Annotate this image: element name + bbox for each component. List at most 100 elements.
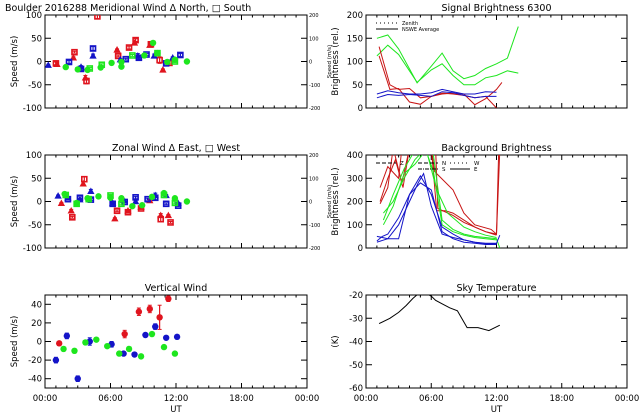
series-line-blue-2 — [376, 91, 497, 99]
legend-label: Z — [400, 161, 404, 167]
data-point-west-green — [160, 191, 168, 199]
panel-skytemp: Sky Temperature 00:00 06:00 12:00 18:00 00:00… — [331, 283, 639, 415]
data-point-west-green — [171, 199, 179, 207]
data-point-green — [116, 350, 123, 357]
data-point-east-green — [148, 193, 156, 201]
data-point-west-blue — [76, 194, 84, 202]
data-point-blue — [131, 351, 138, 358]
legend-label: N — [442, 161, 446, 167]
data-point-south-blue — [65, 58, 73, 66]
plot-frame — [365, 294, 628, 389]
y-tick-label: 0 — [37, 338, 42, 348]
data-point-north-green — [164, 58, 171, 66]
data-point-south-blue — [122, 55, 130, 63]
legend-label: E — [474, 167, 478, 173]
data-point-east-red — [164, 211, 173, 219]
x-tick-label: 00:00 — [33, 394, 58, 404]
y-tick-label: -100 — [23, 244, 42, 254]
data-point-north-green — [118, 58, 125, 66]
x-tick-label: 12:00 — [484, 394, 509, 404]
y2-tick-label: -100 — [309, 223, 320, 229]
plot-area — [54, 175, 191, 226]
y2-tick-label: 200 — [309, 13, 319, 19]
data-point-north-green — [108, 59, 115, 67]
data-point-red — [55, 340, 63, 347]
data-point-blue — [142, 331, 149, 339]
chart-title: Vertical Wind — [145, 283, 207, 294]
data-point-south-red — [83, 77, 90, 85]
x-tick-label: 18:00 — [550, 394, 575, 404]
x-tick-label: 06:00 — [98, 394, 123, 404]
y-tick-label: -20 — [349, 291, 363, 301]
data-point-green — [160, 343, 168, 351]
y2-axis-label: Speed (m/s) — [327, 185, 333, 218]
y-tick-label: 300 — [347, 174, 363, 184]
data-point-east-green — [95, 193, 102, 200]
y2-tick-label: 100 — [309, 176, 319, 182]
data-point-north-green — [62, 63, 69, 71]
x-axis-label: UT — [491, 405, 503, 415]
data-point-south-green — [129, 52, 136, 59]
data-point-south-red — [132, 36, 139, 44]
panel-vertical: Vertical Wind 00:00 06:00 12:00 18:00 00:00 UT… — [10, 283, 319, 415]
data-point-south-blue — [89, 45, 97, 52]
y-tick-label: 0 — [358, 104, 363, 114]
data-point-green — [125, 345, 133, 353]
x-axis-label: UT — [170, 405, 182, 415]
y-tick-label: 200 — [347, 198, 363, 208]
series-line-blue-1 — [376, 88, 497, 95]
data-point-west-red — [81, 175, 88, 183]
panel-background: Background Brightness 0 100 200 300 400 Bright… — [331, 143, 628, 254]
y-tick-label: 150 — [347, 34, 363, 44]
data-point-west-red — [124, 208, 132, 216]
chart-title: Signal Brightness 6300 — [441, 3, 551, 14]
data-point-south-red — [125, 44, 133, 51]
data-point-green — [137, 353, 145, 360]
data-point-west-red — [113, 207, 121, 215]
y-tick-label: -50 — [28, 221, 42, 231]
data-point-west-red — [167, 219, 174, 226]
data-point-blue — [173, 333, 181, 341]
x-tick-label: 00:00 — [615, 394, 640, 404]
y-tick-label: 400 — [347, 151, 363, 161]
y-tick-label: 100 — [347, 58, 363, 68]
y-axis-label: Speed (m/s) — [10, 36, 20, 88]
y-tick-label: 100 — [26, 11, 42, 21]
data-point-blue — [63, 332, 71, 340]
y-tick-label: 50 — [352, 81, 363, 91]
y-tick-label: 50 — [31, 174, 42, 184]
data-point-south-green — [86, 65, 94, 72]
legend-label: S — [442, 167, 446, 173]
plot-area — [52, 295, 181, 382]
data-point-east-red — [67, 206, 75, 214]
data-point-east-green — [118, 195, 125, 202]
data-point-west-blue — [162, 200, 170, 208]
y-tick-label: 100 — [26, 151, 42, 161]
data-point-north-green — [74, 66, 81, 73]
data-point-east-green — [183, 198, 191, 205]
y2-tick-label: -100 — [309, 83, 320, 89]
data-point-west-blue — [132, 194, 139, 201]
chart-title: Sky Temperature — [456, 283, 536, 294]
data-point-east-green — [138, 202, 146, 209]
data-point-south-blue — [177, 51, 184, 59]
data-point-blue — [162, 334, 170, 341]
y-tick-label: -50 — [349, 361, 363, 371]
data-point-north-red — [159, 66, 167, 73]
y-tick-label: -40 — [28, 375, 42, 385]
data-point-west-green — [85, 195, 92, 203]
series-line-red-3 — [379, 155, 497, 236]
data-point-north-green — [149, 39, 157, 47]
plot-area — [45, 15, 191, 85]
data-point-north-green — [118, 63, 125, 70]
y2-tick-label: 100 — [309, 36, 319, 42]
data-point-east-blue — [87, 187, 95, 194]
y-axis-label: Speed (m/s) — [10, 316, 20, 368]
y-axis-label: Speed (m/s) — [10, 176, 20, 228]
y-axis-label: (K) — [331, 335, 341, 347]
series-line-green-3 — [382, 155, 497, 238]
y2-tick-label: -200 — [309, 246, 320, 252]
data-point-north-blue — [89, 52, 97, 59]
y-tick-label: 0 — [37, 58, 42, 68]
data-point-west-green — [62, 191, 70, 199]
